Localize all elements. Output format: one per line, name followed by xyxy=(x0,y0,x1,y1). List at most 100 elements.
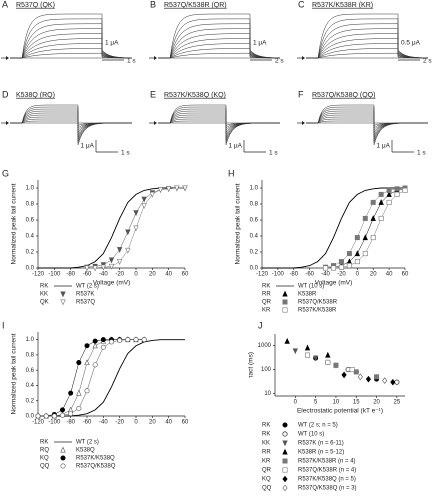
time-scale-label: 2 s xyxy=(275,58,284,65)
x-tick-label: -20 xyxy=(115,272,124,278)
legend-label: R537Q/K538Q xyxy=(76,464,116,470)
legend-label: R537K/K538R xyxy=(298,308,337,314)
x-axis-label: Electrostatic potential (kT e⁻¹) xyxy=(297,408,383,415)
data-point xyxy=(354,259,360,265)
legend-label: R537K/K538Q (n = 5) xyxy=(298,477,356,483)
y-tick-label: 0.2 xyxy=(26,398,35,404)
x-tick-label: 40 xyxy=(386,272,393,278)
y-tick-label: 0.8 xyxy=(26,202,35,208)
fit-curve xyxy=(38,187,185,269)
x-tick-label: -100 xyxy=(48,272,61,278)
current-trace xyxy=(306,114,428,134)
x-tick-label: -80 xyxy=(66,272,75,278)
panel-letter: D xyxy=(2,89,9,99)
panel-letter: I xyxy=(2,320,5,330)
data-point xyxy=(141,196,147,203)
legend-code: QQ xyxy=(262,486,272,492)
panel-title: R537Q/K538Q (QQ) xyxy=(312,92,375,99)
data-point xyxy=(370,199,376,205)
panel-letter: J xyxy=(258,320,263,330)
legend-symbol xyxy=(60,291,66,298)
legend-symbol xyxy=(60,446,66,453)
data-point xyxy=(141,203,147,209)
time-scale-label: 1 s xyxy=(269,150,278,157)
legend-label: K538R (n = 5-12) xyxy=(298,450,344,456)
legend-label: R537Q/K538Q (n = 3) xyxy=(298,486,357,492)
current-trace xyxy=(306,118,428,129)
data-point xyxy=(402,187,408,193)
data-point xyxy=(354,250,361,257)
x-tick-label: 0 xyxy=(356,272,360,278)
data-point xyxy=(141,337,147,343)
legend-label: K538Q xyxy=(76,448,95,454)
data-point xyxy=(117,337,123,343)
data-point xyxy=(382,377,388,384)
data-point xyxy=(59,412,65,418)
legend-label: K538R xyxy=(298,292,317,298)
x-tick-label: 10 xyxy=(333,400,340,406)
legend-symbol xyxy=(282,422,288,428)
current-trace xyxy=(158,112,280,137)
panel-letter: B xyxy=(150,0,156,9)
data-point xyxy=(394,191,400,197)
y-tick-label: 0.2 xyxy=(26,250,35,256)
data-point xyxy=(92,265,98,272)
data-point xyxy=(157,187,164,193)
current-scale-label: 0.5 μA xyxy=(401,40,421,47)
legend-code: QQ xyxy=(40,464,50,470)
current-trace xyxy=(158,118,280,129)
y-tick-label: 1.0 xyxy=(26,337,35,343)
arrow-head xyxy=(154,56,157,60)
legend-label: R537K/K538R (n = 4) xyxy=(298,459,356,465)
data-point xyxy=(76,360,82,366)
current-scale-label: 1 μA xyxy=(376,143,390,150)
data-point xyxy=(133,337,139,343)
y-tick-label: 0.4 xyxy=(26,234,35,240)
current-trace xyxy=(158,18,281,59)
x-tick-label: -100 xyxy=(48,420,61,426)
x-tick-label: 5 xyxy=(314,400,318,406)
x-tick-label: -120 xyxy=(32,420,45,426)
y-tick-label: 0.8 xyxy=(250,202,259,208)
y-tick-label: 0.0 xyxy=(26,266,35,272)
data-point xyxy=(51,413,57,419)
legend-symbol xyxy=(282,475,288,483)
time-scale-label: 1 s xyxy=(127,58,136,65)
data-point xyxy=(92,338,98,344)
legend-symbol xyxy=(282,431,288,437)
x-tick-label: -40 xyxy=(321,272,330,278)
data-point xyxy=(165,186,172,193)
panel-title: R537Q/K538R (QR) xyxy=(164,2,227,9)
y-tick-label: 0.6 xyxy=(250,218,259,224)
data-point xyxy=(43,413,49,419)
data-point xyxy=(370,235,376,241)
panel-letter: G xyxy=(2,168,9,178)
legend-code: RR xyxy=(262,450,271,456)
x-axis-label: Voltage (mV) xyxy=(93,280,131,287)
current-trace xyxy=(158,106,280,143)
current-trace xyxy=(10,118,132,129)
legend-code: KR xyxy=(262,308,271,314)
data-point xyxy=(182,185,188,192)
legend-label: R537K xyxy=(76,292,94,298)
legend-symbol xyxy=(282,307,288,313)
data-point xyxy=(284,337,290,344)
fit-curve xyxy=(38,339,185,417)
time-scale-label: 2 s xyxy=(423,58,432,65)
data-point xyxy=(394,186,400,192)
current-trace xyxy=(306,112,428,137)
y-tick-label: 1.0 xyxy=(26,186,35,192)
data-point xyxy=(346,251,352,257)
x-tick-label: -20 xyxy=(115,420,124,426)
legend-symbol xyxy=(282,299,288,305)
data-point xyxy=(304,344,311,351)
legend-symbol xyxy=(60,299,66,306)
data-point xyxy=(125,337,131,343)
data-point xyxy=(349,367,355,373)
legend-code: QK xyxy=(40,300,49,306)
legend-label: R537K (n = 6-11) xyxy=(298,441,344,447)
data-point xyxy=(353,369,359,375)
legend-symbol xyxy=(282,440,288,447)
arrow-head xyxy=(302,56,305,60)
